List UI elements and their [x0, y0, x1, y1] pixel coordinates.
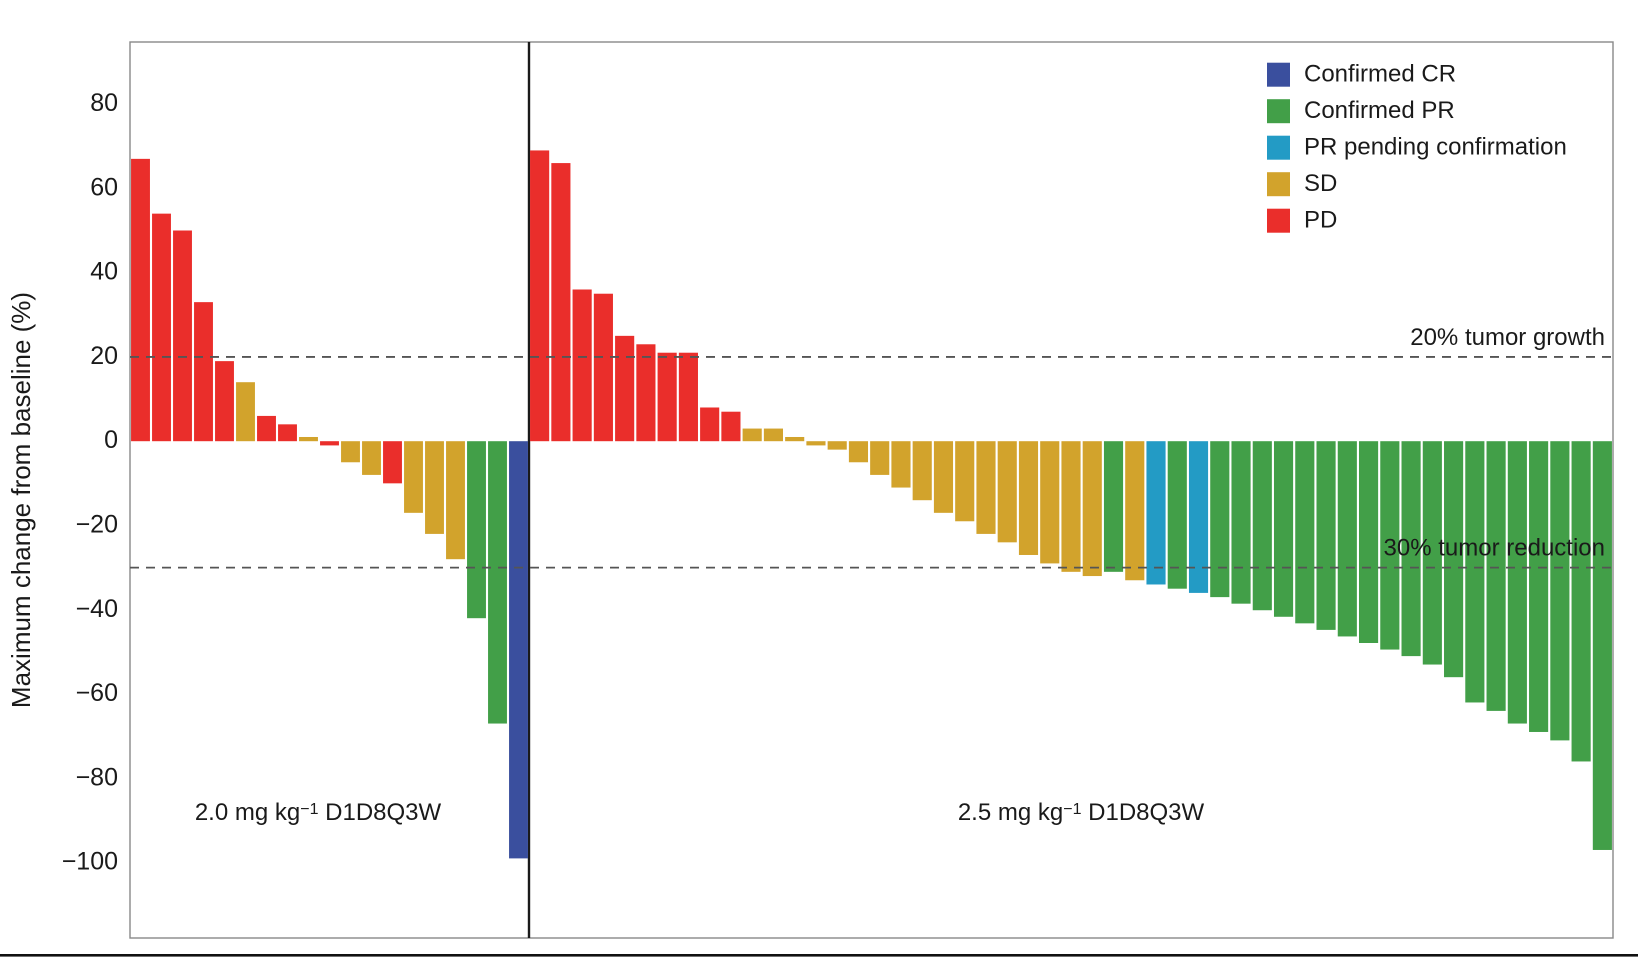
svg-text:−80: −80 [76, 763, 118, 791]
svg-text:−40: −40 [76, 595, 118, 623]
svg-text:−20: −20 [76, 510, 118, 538]
svg-text:PR pending confirmation: PR pending confirmation [1304, 134, 1567, 161]
svg-text:80: 80 [90, 89, 118, 117]
svg-text:40: 40 [90, 258, 118, 286]
svg-text:Confirmed PR: Confirmed PR [1304, 97, 1455, 124]
svg-text:20: 20 [90, 342, 118, 370]
svg-text:60: 60 [90, 173, 118, 201]
svg-text:2.0 mg kg−1 D1D8Q3W: 2.0 mg kg−1 D1D8Q3W [195, 799, 442, 826]
svg-text:2.5 mg kg−1 D1D8Q3W: 2.5 mg kg−1 D1D8Q3W [958, 799, 1205, 826]
svg-text:Maximum change from baseline (: Maximum change from baseline (%) [6, 292, 36, 708]
svg-text:SD: SD [1304, 170, 1337, 197]
svg-text:−100: −100 [62, 848, 118, 876]
svg-text:Confirmed CR: Confirmed CR [1304, 61, 1456, 88]
svg-text:PD: PD [1304, 207, 1337, 234]
svg-text:0: 0 [104, 426, 118, 454]
svg-text:30% tumor reduction: 30% tumor reduction [1384, 535, 1605, 562]
svg-text:−60: −60 [76, 679, 118, 707]
svg-text:20% tumor growth: 20% tumor growth [1410, 324, 1605, 351]
